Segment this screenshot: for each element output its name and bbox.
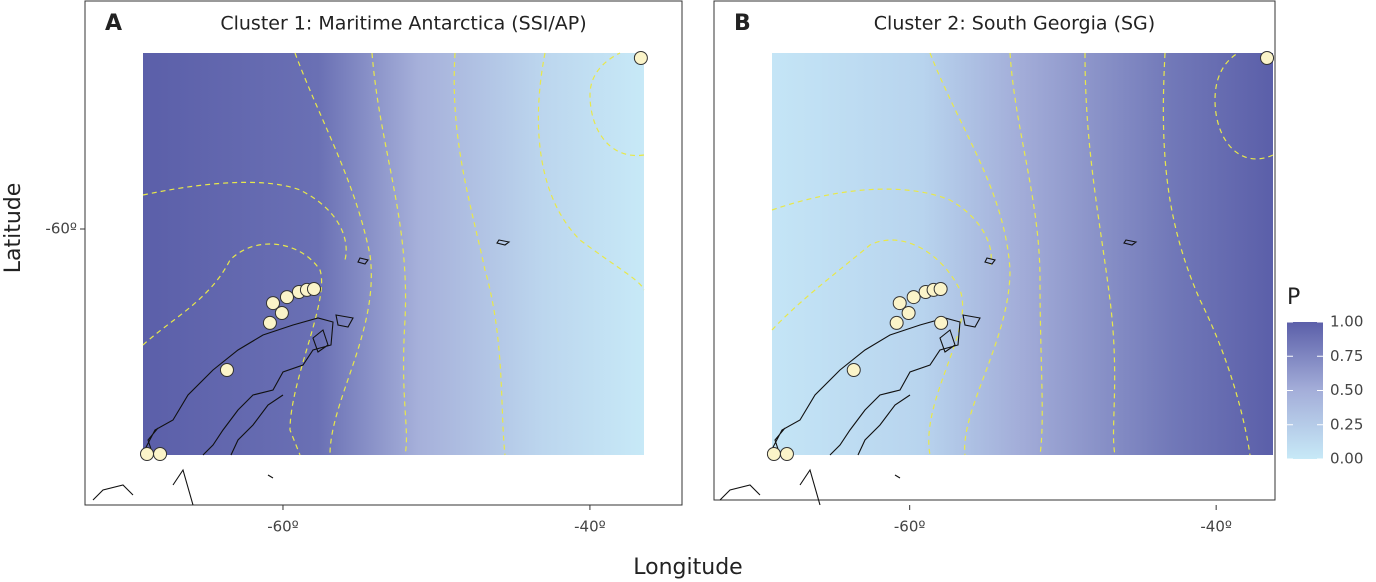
site-point — [262, 315, 277, 330]
panel-label: A — [105, 11, 122, 36]
x-tick-label: -40º — [1200, 518, 1232, 536]
x-tick-label: -60º — [267, 518, 299, 536]
site-point — [266, 296, 281, 311]
site-point — [279, 290, 294, 305]
y-axis-title: Latitude — [1, 183, 26, 274]
site-point — [1260, 51, 1275, 65]
legend-tick-label: 0.25 — [1330, 415, 1363, 433]
site-point — [779, 447, 794, 461]
legend-tick-label: 0.50 — [1330, 381, 1363, 399]
legend-tick-label: 0.75 — [1330, 347, 1363, 365]
site-point — [766, 447, 781, 461]
contours — [142, 52, 645, 456]
site-point — [633, 51, 648, 65]
x-tick-label: -60º — [894, 518, 926, 536]
contours — [771, 52, 1274, 456]
site-point — [219, 363, 234, 377]
panel-frame — [713, 0, 1276, 501]
legend-tick-label: 1.00 — [1330, 313, 1363, 331]
site-point — [889, 315, 904, 330]
panel-title: Cluster 2: South Georgia (SG) — [874, 13, 1155, 35]
x-axis-title: Longitude — [633, 555, 742, 580]
probability-surface — [143, 53, 644, 455]
site-point — [906, 290, 921, 305]
site-point — [306, 282, 321, 296]
x-tick-label: -40º — [574, 518, 606, 536]
panel-label: B — [734, 11, 751, 36]
site-point — [901, 306, 916, 320]
site-point — [846, 363, 861, 377]
panel-title: Cluster 1: Maritime Antarctica (SSI/AP) — [220, 13, 586, 35]
site-point — [933, 282, 948, 296]
y-tick-label: -60º — [45, 220, 77, 238]
site-point — [140, 447, 155, 461]
panel-frame — [84, 0, 683, 506]
probability-surface — [772, 53, 1273, 455]
site-point — [274, 306, 289, 320]
site-point — [892, 296, 907, 311]
site-point — [934, 315, 949, 330]
legend-title: P — [1287, 285, 1300, 310]
legend-tick-label: 0.00 — [1330, 450, 1363, 468]
site-point — [153, 447, 168, 461]
